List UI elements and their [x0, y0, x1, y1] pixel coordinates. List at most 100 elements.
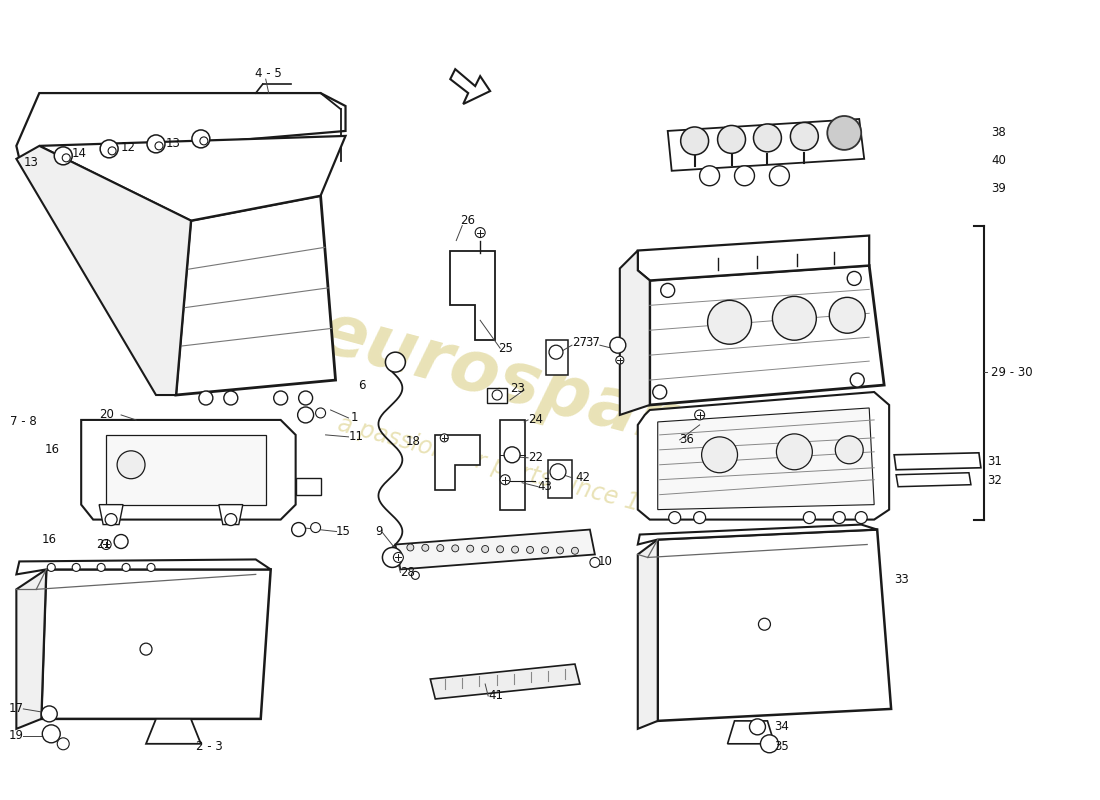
Polygon shape [450, 250, 495, 340]
Circle shape [54, 147, 73, 165]
Text: 39: 39 [991, 182, 1005, 195]
Circle shape [63, 154, 70, 162]
Polygon shape [668, 119, 865, 170]
Text: 29 - 30: 29 - 30 [991, 366, 1033, 378]
Circle shape [855, 512, 867, 523]
Circle shape [717, 126, 746, 154]
Circle shape [500, 474, 510, 485]
Polygon shape [176, 196, 336, 395]
Text: 11: 11 [349, 430, 363, 443]
Text: 10: 10 [598, 555, 613, 568]
Circle shape [791, 122, 818, 150]
Polygon shape [548, 460, 572, 498]
Circle shape [117, 451, 145, 478]
Circle shape [616, 356, 624, 364]
Text: 25: 25 [498, 342, 513, 354]
Text: 12: 12 [121, 142, 136, 154]
Polygon shape [16, 93, 345, 159]
Text: 16: 16 [41, 533, 56, 546]
Circle shape [557, 547, 563, 554]
Circle shape [47, 563, 55, 571]
Polygon shape [896, 473, 971, 486]
Circle shape [73, 563, 80, 571]
Text: a passion for parts since 1985: a passion for parts since 1985 [334, 412, 685, 527]
Circle shape [504, 447, 520, 462]
Polygon shape [16, 146, 191, 395]
Circle shape [834, 512, 845, 523]
Text: eurospares: eurospares [310, 298, 770, 482]
Circle shape [200, 137, 208, 145]
Circle shape [411, 571, 419, 579]
Circle shape [541, 546, 549, 554]
Circle shape [122, 563, 130, 571]
Polygon shape [450, 69, 491, 104]
Circle shape [394, 553, 404, 562]
Circle shape [512, 546, 518, 553]
Circle shape [101, 539, 111, 550]
Text: 16: 16 [44, 443, 59, 456]
Text: 13: 13 [23, 156, 38, 170]
Circle shape [224, 514, 236, 526]
Circle shape [482, 546, 488, 553]
Text: 35: 35 [774, 740, 789, 754]
Circle shape [298, 407, 314, 423]
Text: 31: 31 [987, 455, 1002, 468]
Polygon shape [658, 408, 874, 510]
Polygon shape [619, 250, 650, 415]
Text: 14: 14 [72, 147, 86, 160]
Circle shape [571, 547, 579, 554]
Text: 15: 15 [336, 525, 351, 538]
Polygon shape [658, 530, 891, 721]
Circle shape [466, 545, 474, 552]
Circle shape [42, 725, 60, 743]
Circle shape [223, 391, 238, 405]
Circle shape [421, 544, 429, 551]
Circle shape [669, 512, 681, 523]
Polygon shape [395, 530, 595, 570]
Circle shape [492, 390, 502, 400]
Circle shape [97, 563, 106, 571]
Circle shape [475, 228, 485, 238]
Circle shape [769, 166, 790, 186]
Circle shape [140, 643, 152, 655]
Circle shape [147, 135, 165, 153]
Text: 34: 34 [774, 720, 790, 734]
Polygon shape [727, 721, 774, 744]
Circle shape [114, 534, 128, 549]
Circle shape [527, 546, 534, 554]
Text: 4 - 5: 4 - 5 [255, 66, 282, 80]
Polygon shape [219, 505, 243, 525]
Polygon shape [296, 478, 320, 494]
Text: 42: 42 [575, 471, 590, 484]
Circle shape [383, 547, 403, 567]
Circle shape [147, 563, 155, 571]
Text: 23: 23 [510, 382, 525, 394]
Circle shape [835, 436, 864, 464]
Polygon shape [500, 420, 525, 510]
Circle shape [694, 410, 705, 420]
Circle shape [777, 434, 812, 470]
Polygon shape [638, 392, 889, 519]
Circle shape [609, 338, 626, 353]
Circle shape [735, 166, 755, 186]
Circle shape [772, 296, 816, 340]
Text: 28: 28 [400, 566, 416, 579]
Circle shape [106, 514, 117, 526]
Text: 43: 43 [537, 480, 552, 493]
Circle shape [707, 300, 751, 344]
Circle shape [274, 391, 288, 405]
Polygon shape [16, 570, 46, 729]
Text: 32: 32 [987, 474, 1002, 487]
Circle shape [850, 373, 865, 387]
Circle shape [803, 512, 815, 523]
Polygon shape [106, 435, 266, 505]
Polygon shape [638, 525, 877, 545]
Polygon shape [81, 420, 296, 519]
Text: 22: 22 [528, 451, 543, 464]
Text: 2 - 3: 2 - 3 [196, 740, 222, 754]
Circle shape [437, 545, 443, 551]
Polygon shape [487, 388, 507, 403]
Circle shape [661, 283, 674, 298]
Polygon shape [650, 266, 884, 405]
Text: 33: 33 [894, 573, 909, 586]
